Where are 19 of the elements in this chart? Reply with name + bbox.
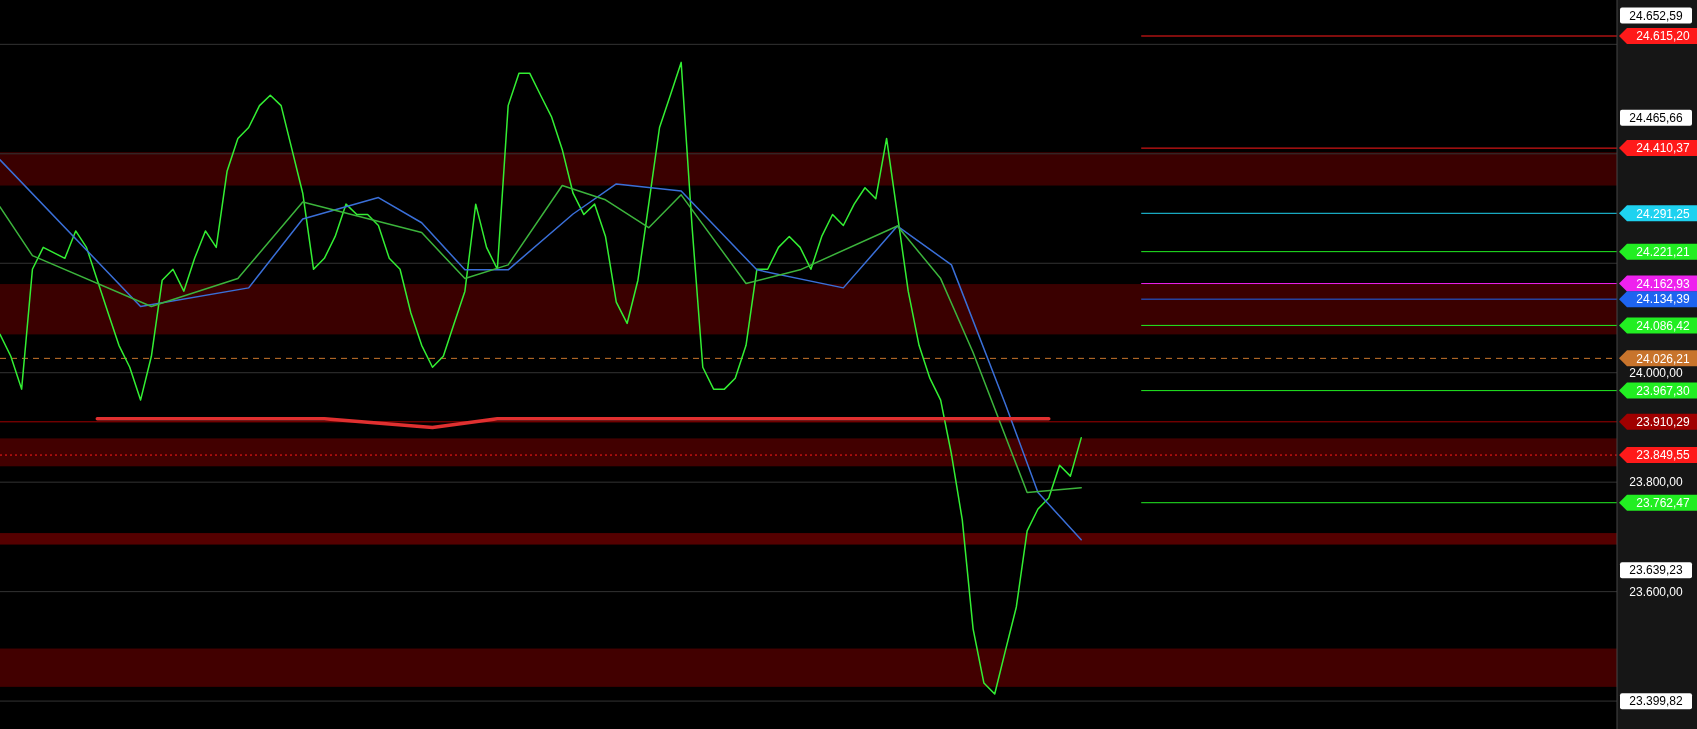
ref-line-label: 23.910,29 <box>1636 415 1691 430</box>
y-tick-label: 23.800,00 <box>1629 475 1684 490</box>
ref-line-label: 24.291,25 <box>1636 206 1691 221</box>
ref-line-label: 23.967,30 <box>1636 383 1691 398</box>
y-tick-label: 24.000,00 <box>1629 365 1684 380</box>
y-tick-label: 23.399,82 <box>1629 694 1684 709</box>
ref-line-label: 23.849,55 <box>1636 448 1691 463</box>
y-tick-label: 23.600,00 <box>1629 584 1684 599</box>
ref-line-label: 24.615,20 <box>1636 29 1691 44</box>
y-tick-label: 24.465,66 <box>1629 111 1684 126</box>
y-tick-label: 23.639,23 <box>1629 563 1684 578</box>
ref-line-label: 24.026,21 <box>1636 351 1691 366</box>
ref-line-label: 24.221,21 <box>1636 244 1691 259</box>
ref-line-label: 24.410,37 <box>1636 141 1691 156</box>
ref-line-label: 24.086,42 <box>1636 318 1691 333</box>
y-tick-label: 24.652,59 <box>1629 8 1684 23</box>
ref-line-label: 24.162,93 <box>1636 276 1691 291</box>
ref-line-label: 24.134,39 <box>1636 292 1691 307</box>
ref-line-label: 23.762,47 <box>1636 495 1691 510</box>
